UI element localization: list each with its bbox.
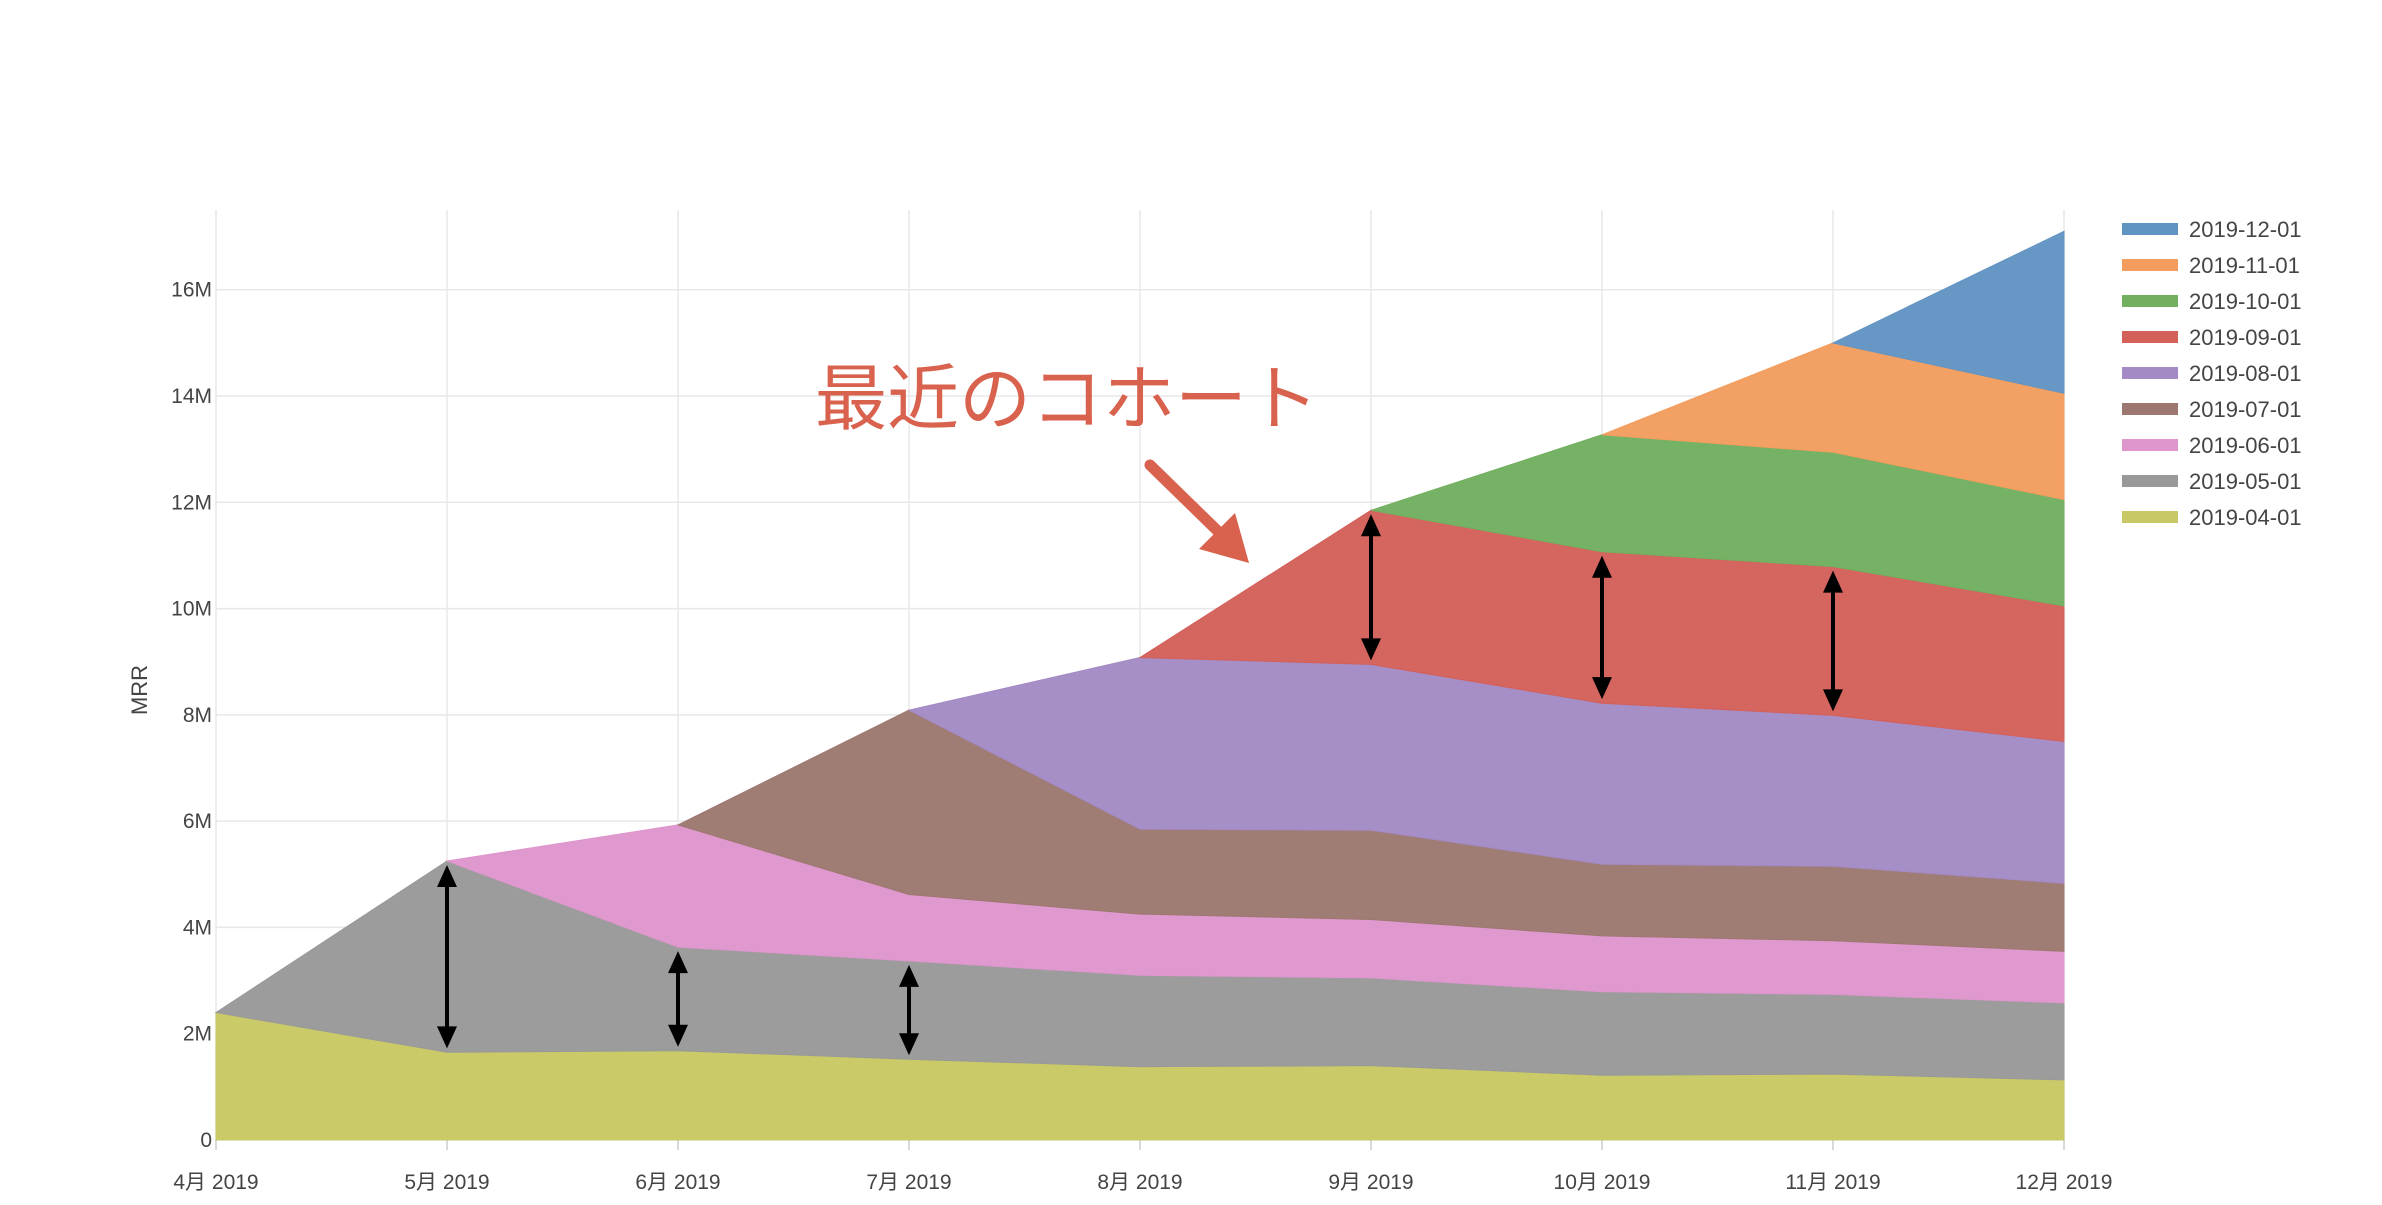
- y-tick-label: 12M: [171, 491, 212, 514]
- area-series-2019-11-01: [1601, 342, 2065, 501]
- legend-swatch: [2122, 223, 2178, 235]
- legend: 2019-12-01 2019-11-01 2019-10-01 2019-09-01…: [2122, 217, 2302, 530]
- legend-swatch: [2122, 475, 2178, 487]
- legend-label: 2019-06-01: [2189, 433, 2302, 458]
- y-tick-label: 2M: [183, 1023, 212, 1046]
- legend-label: 2019-11-01: [2189, 253, 2300, 278]
- x-tick-label: 4月 2019: [173, 1171, 258, 1194]
- x-tick-label: 5月 2019: [404, 1171, 489, 1194]
- tick-layer: 0 2M 4M 6M 8M 10M 12M 14M 16M 4月 2019 5月 2019 6月 20…: [171, 279, 2112, 1194]
- x-tick-label: 8月 2019: [1097, 1171, 1182, 1194]
- legend-swatch: [2122, 367, 2178, 379]
- double-arrow-icon: [437, 865, 457, 1049]
- y-tick-label: 10M: [171, 598, 212, 621]
- legend-swatch: [2122, 259, 2178, 271]
- y-tick-label: 8M: [183, 704, 212, 727]
- annotation-recent-cohort: 最近のコホート: [815, 357, 1319, 441]
- double-arrow-icon: [899, 964, 919, 1056]
- legend-label: 2019-05-01: [2189, 469, 2302, 494]
- legend-label: 2019-10-01: [2189, 289, 2302, 314]
- y-tick-label: 16M: [171, 279, 212, 302]
- double-arrow-icon: [1592, 555, 1612, 700]
- legend-swatch: [2122, 403, 2178, 415]
- x-tick-label: 12月 2019: [2016, 1171, 2113, 1194]
- y-tick-label: 14M: [171, 385, 212, 408]
- double-arrow-icon: [1361, 514, 1381, 661]
- legend-label: 2019-09-01: [2189, 325, 2302, 350]
- annotation-arrow-icon: [1144, 459, 1249, 563]
- double-arrow-icon: [668, 951, 688, 1047]
- retention-arrows: [437, 514, 1843, 1056]
- legend-swatch: [2122, 439, 2178, 451]
- legend-label: 2019-12-01: [2189, 217, 2302, 242]
- y-axis-title: MRR: [127, 665, 152, 715]
- x-tick-label: 6月 2019: [635, 1171, 720, 1194]
- area-series-2019-12-01: [1831, 230, 2065, 394]
- y-tick-label: 4M: [183, 916, 212, 939]
- annotation-layer: 最近のコホート: [815, 357, 1319, 563]
- legend-swatch: [2122, 331, 2178, 343]
- legend-swatch: [2122, 511, 2178, 523]
- x-tick-label: 10月 2019: [1554, 1171, 1651, 1194]
- double-arrow-icon: [1823, 570, 1843, 712]
- legend-label: 2019-04-01: [2189, 505, 2302, 530]
- x-tick-label: 11月 2019: [1785, 1171, 1880, 1194]
- legend-label: 2019-08-01: [2189, 361, 2302, 386]
- x-tick-label: 7月 2019: [866, 1171, 951, 1194]
- legend-swatch: [2122, 295, 2178, 307]
- y-tick-label: 6M: [183, 810, 212, 833]
- y-tick-label: 0: [200, 1129, 212, 1152]
- legend-label: 2019-07-01: [2189, 397, 2302, 422]
- x-tick-label: 9月 2019: [1328, 1171, 1413, 1194]
